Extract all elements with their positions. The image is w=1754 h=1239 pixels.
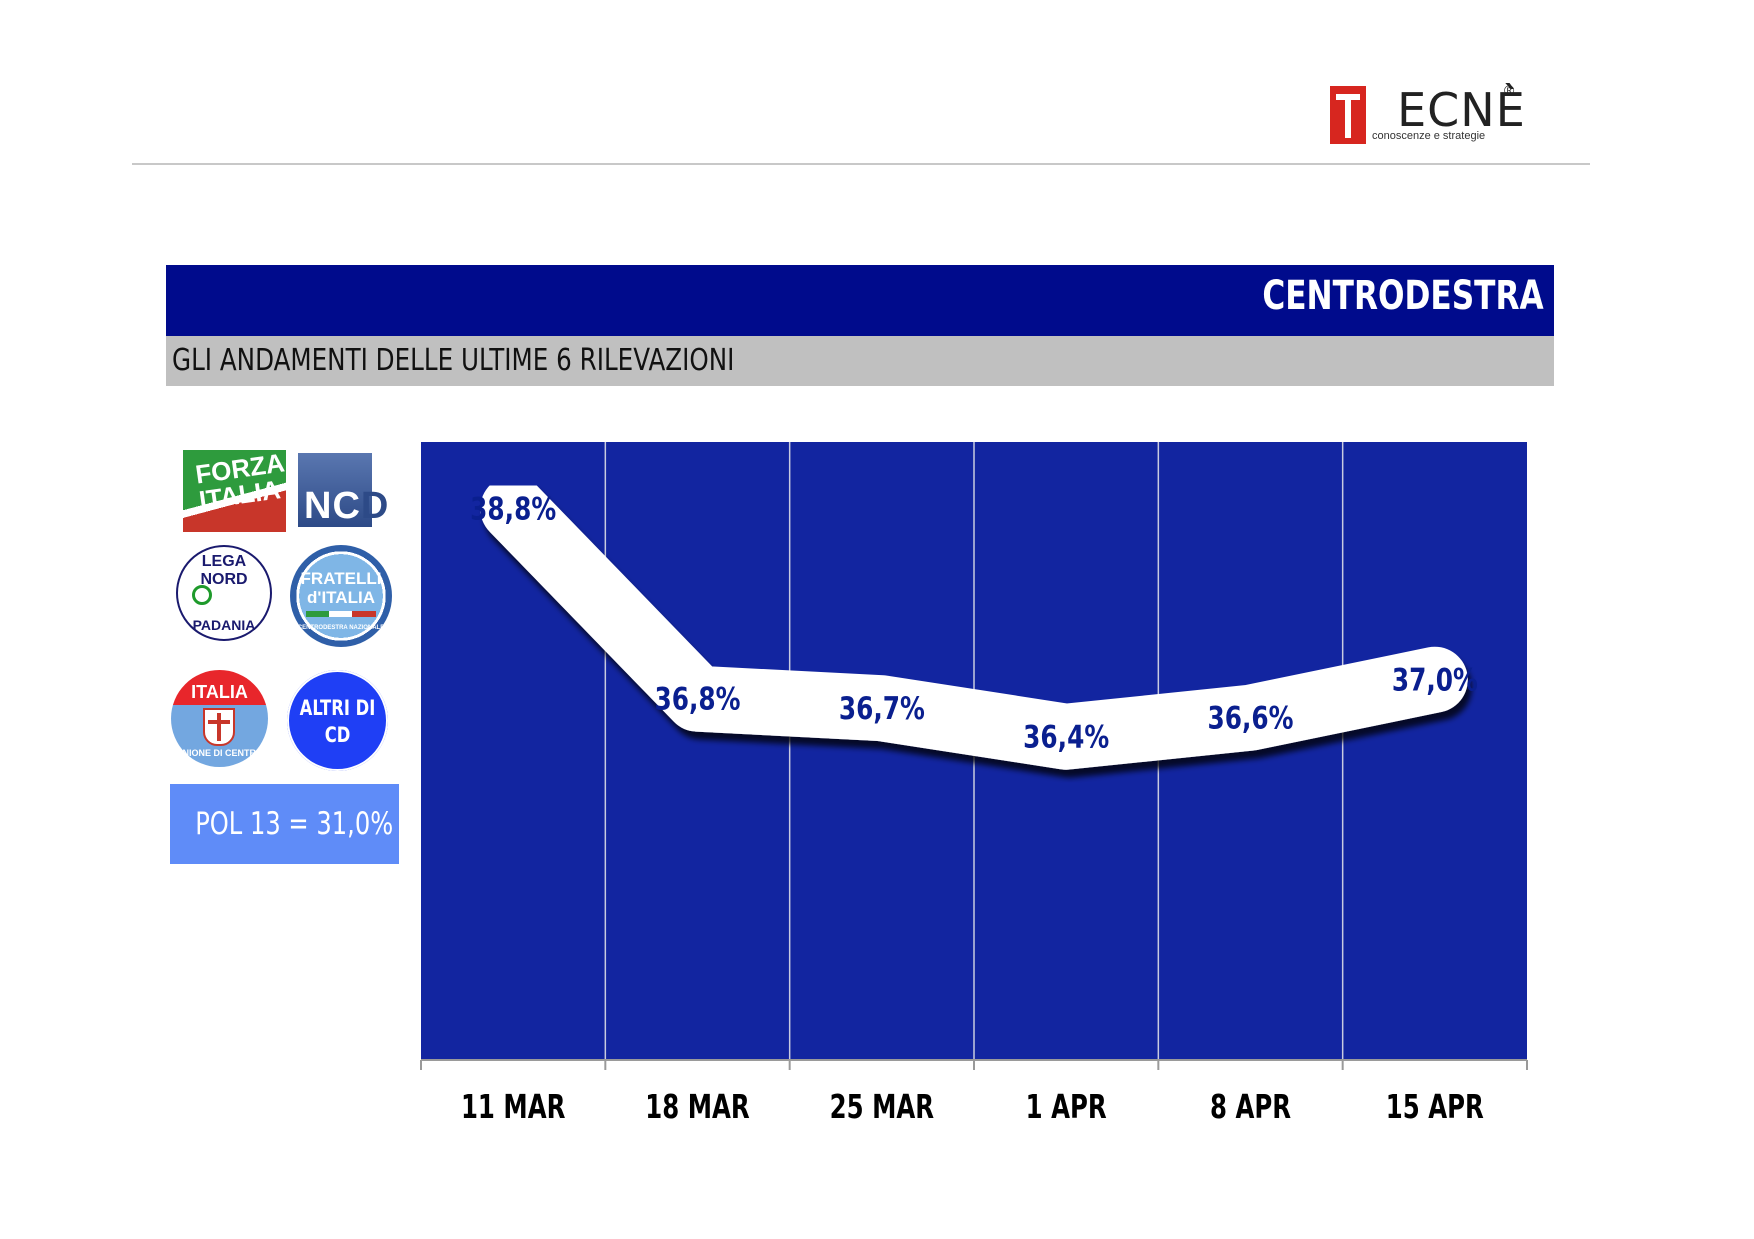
udc-top-text: ITALIA	[191, 682, 248, 702]
sun-icon	[192, 585, 212, 605]
data-label: 36,6%	[1207, 700, 1293, 736]
x-tick-label: 15 APR	[1386, 1087, 1484, 1126]
series-path	[480, 475, 1468, 770]
x-tick-label: 11 MAR	[461, 1087, 565, 1126]
x-tick-label: 18 MAR	[645, 1087, 749, 1126]
x-tick-label: 8 APR	[1210, 1087, 1291, 1126]
tecne-logo: TECNÈ ® conoscenze e strategie	[1330, 82, 1530, 146]
x-tick-label: 1 APR	[1026, 1087, 1107, 1126]
x-tick-label: 25 MAR	[830, 1087, 934, 1126]
data-label: 37,0%	[1392, 662, 1478, 698]
ncd-text-nc: NC	[304, 485, 361, 527]
data-label: 38,8%	[470, 491, 556, 527]
ncd-logo: NCD	[298, 453, 408, 527]
forza-italia-logo: FORZA ITALIA	[183, 450, 286, 532]
x-axis	[420, 1059, 1528, 1070]
udc-logo: ITALIA UNIONE DI CENTRO	[171, 670, 268, 767]
lega-padania-text: PADANIA	[192, 617, 256, 633]
logo-registered: ®	[1504, 82, 1515, 98]
altri-di-cd-badge: ALTRI DI CD	[287, 670, 388, 771]
lega-nord-text: LEGA NORD	[200, 553, 248, 588]
title-bar: CENTRODESTRA	[166, 265, 1554, 336]
pol13-box: POL 13 = 31,0%	[170, 784, 399, 864]
x-tick-labels: 11 MAR 18 MAR 25 MAR 1 APR 8 APR 15 APR	[461, 1087, 1484, 1126]
data-label: 36,4%	[1023, 719, 1109, 755]
udc-bottom-text: UNIONE DI CENTRO	[175, 748, 263, 758]
series-line	[480, 475, 1468, 770]
fratelli-italia-subtext: CENTRODESTRA NAZIONALE	[297, 625, 385, 631]
data-label: 36,7%	[839, 691, 925, 727]
fratelli-italia-logo: FRATELLI d'ITALIA CENTRODESTRA NAZIONALE	[290, 545, 392, 647]
page-title: CENTRODESTRA	[1262, 273, 1544, 319]
altri-di-cd-text: ALTRI DI CD	[299, 696, 376, 747]
subtitle-bar: GLI ANDAMENTI DELLE ULTIME 6 RILEVAZIONI	[166, 336, 1554, 386]
lega-nord-logo: LEGA NORD PADANIA	[176, 545, 272, 641]
shield-cross-icon	[203, 708, 235, 746]
logo-wordmark: TECNÈ	[1368, 86, 1526, 134]
data-labels: 38,8% 36,8% 36,7% 36,4% 36,6% 37,0%	[470, 491, 1478, 756]
logo-t-mark	[1330, 86, 1366, 144]
page-subtitle: GLI ANDAMENTI DELLE ULTIME 6 RILEVAZIONI	[172, 343, 735, 378]
header-rule	[132, 163, 1590, 165]
ncd-text: NCD	[304, 486, 389, 526]
ncd-box	[298, 453, 372, 527]
data-label: 36,8%	[654, 681, 740, 717]
fratelli-italia-text: FRATELLI d'ITALIA	[300, 569, 382, 607]
logo-tagline: conoscenze e strategie	[1372, 130, 1486, 142]
logo-rest: ECNÈ	[1397, 83, 1526, 137]
pol13-text: POL 13 = 31,0%	[195, 806, 394, 842]
tricolore-icon	[306, 611, 376, 617]
ncd-text-d: D	[360, 485, 390, 527]
